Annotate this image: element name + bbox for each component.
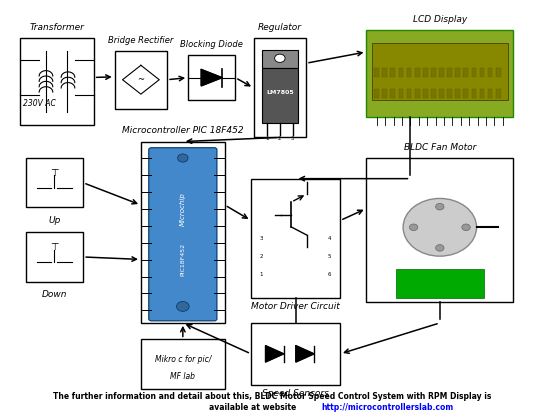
Text: ⊤: ⊤ bbox=[50, 242, 59, 252]
Text: available at website: available at website bbox=[209, 403, 296, 412]
Text: 3: 3 bbox=[291, 137, 294, 142]
FancyBboxPatch shape bbox=[391, 89, 395, 98]
FancyBboxPatch shape bbox=[372, 43, 508, 100]
Text: 6: 6 bbox=[328, 272, 331, 277]
Text: MF lab: MF lab bbox=[170, 372, 195, 381]
Text: Blocking Diode: Blocking Diode bbox=[180, 40, 243, 49]
Circle shape bbox=[177, 301, 189, 311]
FancyBboxPatch shape bbox=[415, 68, 419, 77]
FancyBboxPatch shape bbox=[423, 68, 428, 77]
Text: Up: Up bbox=[48, 216, 60, 225]
FancyBboxPatch shape bbox=[382, 89, 387, 98]
FancyBboxPatch shape bbox=[391, 68, 395, 77]
FancyBboxPatch shape bbox=[463, 89, 468, 98]
FancyBboxPatch shape bbox=[26, 158, 83, 208]
Text: Regulator: Regulator bbox=[258, 23, 302, 32]
FancyBboxPatch shape bbox=[262, 68, 298, 122]
FancyBboxPatch shape bbox=[480, 89, 484, 98]
FancyBboxPatch shape bbox=[488, 68, 492, 77]
Text: ⊤: ⊤ bbox=[50, 168, 59, 178]
FancyBboxPatch shape bbox=[374, 89, 379, 98]
Polygon shape bbox=[265, 346, 284, 362]
Text: 2: 2 bbox=[278, 137, 282, 142]
FancyBboxPatch shape bbox=[480, 68, 484, 77]
FancyBboxPatch shape bbox=[431, 68, 436, 77]
Text: 5: 5 bbox=[328, 254, 331, 259]
Text: LCD Display: LCD Display bbox=[413, 15, 467, 24]
FancyBboxPatch shape bbox=[396, 269, 484, 298]
FancyBboxPatch shape bbox=[447, 89, 452, 98]
FancyBboxPatch shape bbox=[115, 51, 167, 109]
FancyBboxPatch shape bbox=[488, 89, 492, 98]
Circle shape bbox=[462, 224, 470, 231]
Polygon shape bbox=[201, 69, 222, 86]
Text: Bridge Rectifier: Bridge Rectifier bbox=[108, 36, 174, 45]
FancyBboxPatch shape bbox=[382, 68, 387, 77]
FancyBboxPatch shape bbox=[447, 68, 452, 77]
FancyBboxPatch shape bbox=[141, 142, 225, 323]
Text: 1: 1 bbox=[260, 272, 263, 277]
FancyBboxPatch shape bbox=[423, 89, 428, 98]
Text: Speed Sensors: Speed Sensors bbox=[262, 389, 329, 398]
FancyBboxPatch shape bbox=[399, 68, 403, 77]
FancyBboxPatch shape bbox=[407, 68, 411, 77]
Polygon shape bbox=[296, 346, 314, 362]
Text: http://microcontrollerslab.com: http://microcontrollerslab.com bbox=[322, 403, 454, 412]
FancyBboxPatch shape bbox=[149, 148, 217, 321]
Text: 1: 1 bbox=[265, 137, 269, 142]
FancyBboxPatch shape bbox=[455, 89, 460, 98]
Text: ~: ~ bbox=[138, 75, 144, 84]
Text: PIC18F452: PIC18F452 bbox=[181, 243, 186, 276]
Text: 4: 4 bbox=[328, 236, 331, 241]
FancyBboxPatch shape bbox=[439, 89, 444, 98]
Circle shape bbox=[436, 244, 444, 251]
FancyBboxPatch shape bbox=[463, 68, 468, 77]
Text: Transformer: Transformer bbox=[29, 23, 84, 32]
Text: Microcontroller PIC 18F452: Microcontroller PIC 18F452 bbox=[122, 126, 244, 135]
Circle shape bbox=[177, 154, 188, 162]
FancyBboxPatch shape bbox=[367, 158, 513, 302]
FancyBboxPatch shape bbox=[20, 39, 94, 125]
Text: 2: 2 bbox=[260, 254, 263, 259]
Text: Microchip: Microchip bbox=[180, 192, 186, 226]
Text: BLDC Fan Motor: BLDC Fan Motor bbox=[404, 143, 476, 152]
FancyBboxPatch shape bbox=[496, 68, 500, 77]
FancyBboxPatch shape bbox=[26, 232, 83, 282]
Text: Mikro c for pic/: Mikro c for pic/ bbox=[154, 355, 211, 364]
FancyBboxPatch shape bbox=[254, 39, 306, 137]
FancyBboxPatch shape bbox=[251, 178, 340, 298]
Circle shape bbox=[410, 224, 418, 231]
Circle shape bbox=[403, 198, 477, 256]
FancyBboxPatch shape bbox=[251, 323, 340, 385]
FancyBboxPatch shape bbox=[399, 89, 403, 98]
FancyBboxPatch shape bbox=[439, 68, 444, 77]
Text: 3: 3 bbox=[260, 236, 263, 241]
Text: The further information and detail about this, BLDC Motor Speed Control System w: The further information and detail about… bbox=[53, 392, 491, 401]
FancyBboxPatch shape bbox=[407, 89, 411, 98]
FancyBboxPatch shape bbox=[374, 68, 379, 77]
FancyBboxPatch shape bbox=[455, 68, 460, 77]
FancyBboxPatch shape bbox=[367, 30, 513, 117]
Circle shape bbox=[275, 54, 285, 62]
FancyBboxPatch shape bbox=[472, 68, 476, 77]
Text: Motor Driver Circuit: Motor Driver Circuit bbox=[251, 302, 340, 311]
FancyBboxPatch shape bbox=[262, 50, 298, 68]
FancyBboxPatch shape bbox=[141, 339, 225, 389]
FancyBboxPatch shape bbox=[188, 55, 236, 100]
FancyBboxPatch shape bbox=[431, 89, 436, 98]
FancyBboxPatch shape bbox=[496, 89, 500, 98]
FancyBboxPatch shape bbox=[415, 89, 419, 98]
Text: LM7805: LM7805 bbox=[266, 90, 294, 95]
Text: Down: Down bbox=[41, 290, 67, 299]
Circle shape bbox=[436, 203, 444, 210]
FancyBboxPatch shape bbox=[472, 89, 476, 98]
Text: 230V AC: 230V AC bbox=[23, 99, 56, 108]
